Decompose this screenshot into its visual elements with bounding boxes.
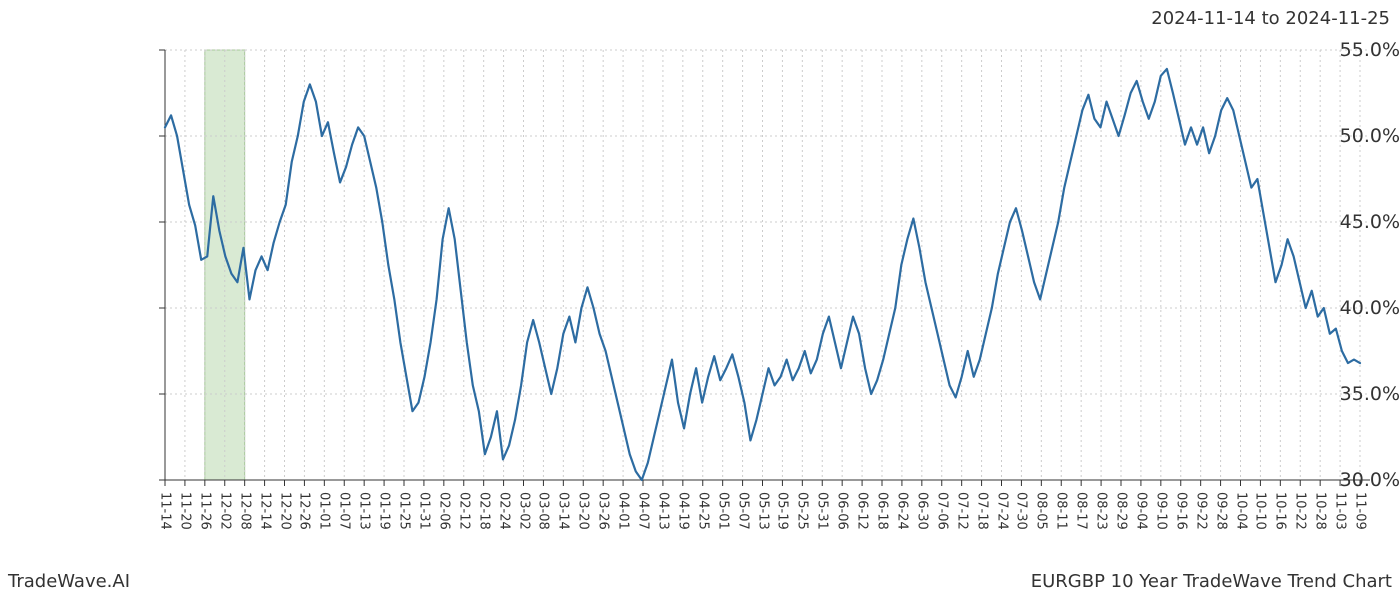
x-tick-label: 10-16 <box>1273 492 1288 530</box>
x-tick-label: 02-24 <box>496 492 511 530</box>
x-tick-label: 08-29 <box>1114 492 1129 530</box>
x-tick-label: 06-30 <box>914 492 929 530</box>
x-tick-label: 08-23 <box>1094 492 1109 530</box>
x-tick-label: 02-12 <box>456 492 471 530</box>
footer-brand: TradeWave.AI <box>8 571 130 592</box>
x-tick-label: 08-11 <box>1054 492 1069 530</box>
y-tick-label: 50.0% <box>1247 125 1400 147</box>
x-tick-label: 12-20 <box>277 492 292 530</box>
x-tick-label: 10-28 <box>1313 492 1328 530</box>
x-tick-label: 04-07 <box>636 492 651 530</box>
x-tick-label: 01-31 <box>416 492 431 530</box>
y-tick-label: 35.0% <box>1247 383 1400 405</box>
x-tick-label: 08-17 <box>1074 492 1089 530</box>
x-tick-label: 09-28 <box>1213 492 1228 530</box>
x-tick-label: 01-25 <box>397 492 412 530</box>
x-tick-label: 04-25 <box>695 492 710 530</box>
x-tick-label: 03-14 <box>556 492 571 530</box>
chart-container: 2024-11-14 to 2024-11-25 30.0% 35.0% 40.0%… <box>0 0 1400 600</box>
x-tick-label: 11-09 <box>1353 492 1368 530</box>
x-tick-label: 06-18 <box>875 492 890 530</box>
x-tick-label: 05-07 <box>735 492 750 530</box>
x-tick-label: 12-26 <box>297 492 312 530</box>
x-tick-label: 05-25 <box>795 492 810 530</box>
x-tick-label: 02-18 <box>476 492 491 530</box>
x-tick-label: 07-30 <box>1014 492 1029 530</box>
x-tick-label: 11-26 <box>197 492 212 530</box>
x-tick-label: 09-04 <box>1133 492 1148 530</box>
x-tick-label: 06-06 <box>835 492 850 530</box>
y-tick-label: 30.0% <box>1247 469 1400 491</box>
x-tick-label: 05-01 <box>715 492 730 530</box>
x-tick-label: 01-13 <box>357 492 372 530</box>
x-tick-label: 07-12 <box>954 492 969 530</box>
x-tick-label: 04-13 <box>655 492 670 530</box>
x-tick-label: 11-20 <box>177 492 192 530</box>
y-tick-label: 40.0% <box>1247 297 1400 319</box>
x-tick-label: 01-19 <box>377 492 392 530</box>
x-tick-label: 10-10 <box>1253 492 1268 530</box>
x-tick-label: 05-19 <box>775 492 790 530</box>
x-tick-label: 07-18 <box>974 492 989 530</box>
x-tick-label: 01-07 <box>337 492 352 530</box>
x-tick-label: 08-05 <box>1034 492 1049 530</box>
x-tick-label: 06-12 <box>855 492 870 530</box>
x-tick-label: 03-08 <box>536 492 551 530</box>
x-tick-label: 02-06 <box>436 492 451 530</box>
x-tick-label: 12-08 <box>237 492 252 530</box>
x-tick-label: 05-31 <box>815 492 830 530</box>
x-tick-label: 03-02 <box>516 492 531 530</box>
x-tick-label: 11-14 <box>158 492 173 530</box>
x-tick-label: 03-20 <box>576 492 591 530</box>
x-tick-label: 11-03 <box>1333 492 1348 530</box>
x-tick-label: 12-14 <box>257 492 272 530</box>
date-range-label: 2024-11-14 to 2024-11-25 <box>1151 8 1390 29</box>
x-tick-label: 04-19 <box>675 492 690 530</box>
x-tick-label: 09-10 <box>1153 492 1168 530</box>
footer-title: EURGBP 10 Year TradeWave Trend Chart <box>1031 571 1392 592</box>
x-tick-label: 01-01 <box>317 492 332 530</box>
x-tick-label: 09-16 <box>1173 492 1188 530</box>
x-tick-label: 09-22 <box>1193 492 1208 530</box>
x-tick-label: 10-04 <box>1233 492 1248 530</box>
x-tick-label: 03-26 <box>596 492 611 530</box>
x-tick-label: 07-24 <box>994 492 1009 530</box>
x-tick-label: 04-01 <box>616 492 631 530</box>
x-tick-label: 06-24 <box>894 492 909 530</box>
x-tick-label: 07-06 <box>934 492 949 530</box>
x-tick-label: 12-02 <box>217 492 232 530</box>
y-tick-label: 55.0% <box>1247 39 1400 61</box>
x-tick-label: 05-13 <box>755 492 770 530</box>
y-tick-label: 45.0% <box>1247 211 1400 233</box>
x-tick-label: 10-22 <box>1293 492 1308 530</box>
